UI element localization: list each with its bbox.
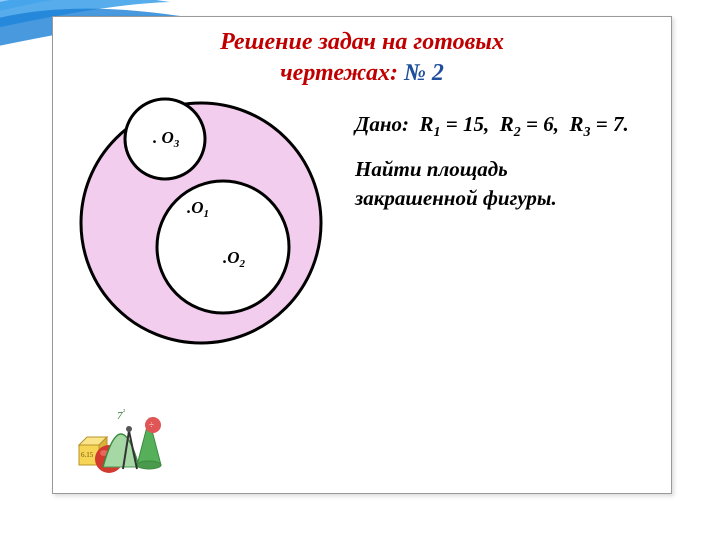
circle-o2 <box>157 181 289 313</box>
title-prefix: чертежах: <box>280 60 404 86</box>
math-clipart-icon: 6.15 7 ² ÷ <box>73 397 173 477</box>
svg-text:²: ² <box>123 408 125 416</box>
svg-text:÷: ÷ <box>149 420 154 430</box>
title-line1: Решение задач на готовых <box>53 27 671 58</box>
title-line2: чертежах: № 2 <box>53 58 671 89</box>
slide-frame: Решение задач на готовых чертежах: № 2 .… <box>52 16 672 494</box>
find-line: Найти площадь закрашенной фигуры. <box>355 155 665 212</box>
problem-number: № 2 <box>404 60 444 86</box>
problem-text: Дано: R1 = 15, R2 = 6, R3 = 7. Найти пло… <box>355 112 665 212</box>
slide-title: Решение задач на готовых чертежах: № 2 <box>53 17 671 89</box>
circles-diagram: . О3 .О1 .О2 <box>61 93 351 353</box>
svg-text:6.15: 6.15 <box>81 451 94 459</box>
given-line: Дано: R1 = 15, R2 = 6, R3 = 7. <box>355 112 665 141</box>
